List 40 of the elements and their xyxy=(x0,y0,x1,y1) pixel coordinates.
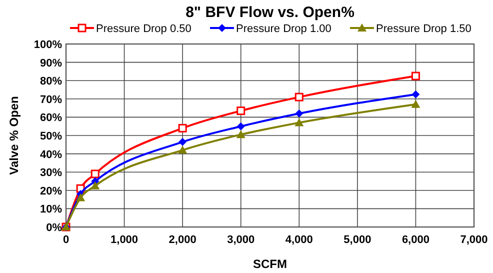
point xyxy=(412,90,420,98)
point xyxy=(178,146,188,154)
point xyxy=(295,110,304,118)
y-tick-label: 90% xyxy=(40,57,62,70)
y-tick-label: 80% xyxy=(40,76,62,88)
y-tick-label: 20% xyxy=(40,185,62,198)
point xyxy=(76,193,86,202)
y-tick-label: 30% xyxy=(40,167,62,180)
legend-label: Pressure Drop 1.50 xyxy=(376,23,472,35)
legend-label: Pressure Drop 0.50 xyxy=(96,23,192,35)
x-tick-label: 1,000 xyxy=(110,234,138,246)
point xyxy=(294,92,304,102)
y-tick-label: 50% xyxy=(40,130,62,142)
x-tick-label: 4,000 xyxy=(285,234,313,246)
y-tick-label: 70% xyxy=(40,94,62,106)
point xyxy=(236,122,245,130)
y-tick-label: 40% xyxy=(40,148,62,161)
x-axis-title: SCFM xyxy=(253,257,287,271)
y-tick-label: 100% xyxy=(34,39,62,51)
point xyxy=(411,100,420,108)
point xyxy=(178,124,187,132)
point xyxy=(236,130,246,138)
y-tick-label: 10% xyxy=(40,204,62,216)
legend-label: Pressure Drop 1.00 xyxy=(236,23,332,35)
point xyxy=(90,170,100,178)
point xyxy=(90,181,100,190)
x-tick-label: 3,000 xyxy=(227,234,255,246)
point xyxy=(178,138,187,146)
x-tick-label: 2,000 xyxy=(168,234,196,246)
chart-title: 8" BFV Flow vs. Open% xyxy=(186,4,354,21)
x-tick-label: 0 xyxy=(62,234,70,246)
point xyxy=(411,72,420,80)
point xyxy=(294,118,304,126)
x-tick-label: 5,000 xyxy=(344,234,372,246)
y-tick-label: 0% xyxy=(46,222,62,234)
point xyxy=(236,106,246,116)
x-tick-label: 6,000 xyxy=(402,234,430,246)
y-tick-label: 60% xyxy=(40,112,62,124)
y-axis-title: Valve % Open xyxy=(7,96,21,175)
x-tick-label: 7,000 xyxy=(460,234,488,246)
